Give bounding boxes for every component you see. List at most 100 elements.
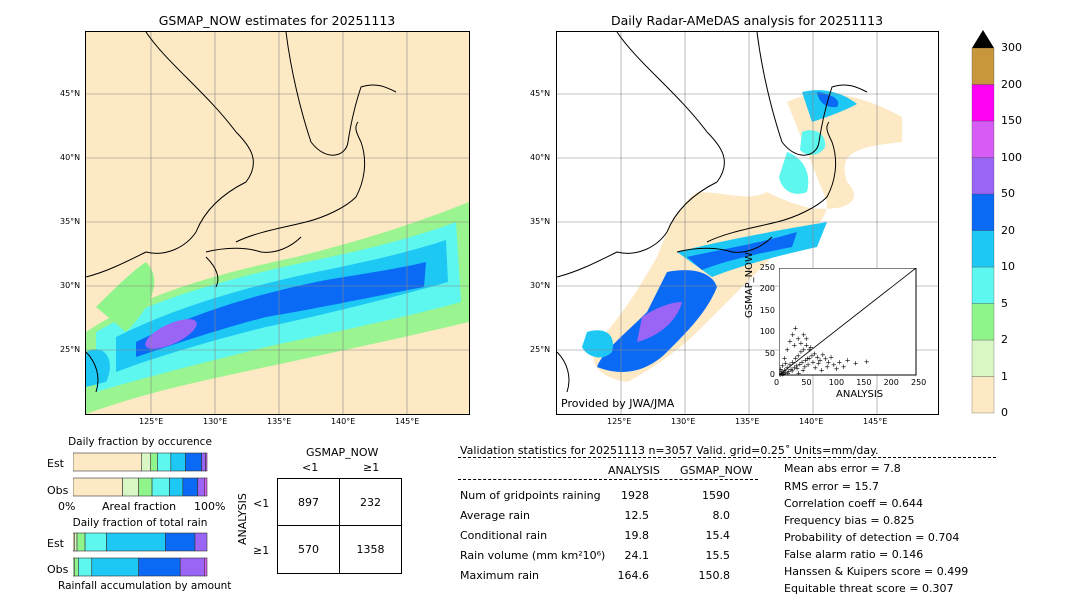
contingency-row-lt1: <1 bbox=[253, 497, 270, 510]
scatter-point: + bbox=[782, 366, 788, 374]
scatter-point: + bbox=[787, 361, 793, 369]
score-hk: Hanssen & Kuipers score = 0.499 bbox=[784, 565, 969, 578]
fraction-segment bbox=[122, 477, 139, 497]
colorbar-label: 2 bbox=[1001, 333, 1008, 346]
fraction-segment bbox=[182, 477, 198, 497]
scatter-point: + bbox=[798, 348, 804, 356]
colorbar-label: 5 bbox=[1001, 296, 1008, 310]
scatter-point: + bbox=[803, 335, 809, 343]
right-lat-label-25: 25°N bbox=[530, 345, 551, 354]
fraction-segment bbox=[204, 557, 208, 577]
scatter-point: + bbox=[831, 361, 837, 369]
colorbar-label: 0 bbox=[1001, 406, 1008, 419]
scatter-xtick: 150 bbox=[856, 378, 872, 387]
scatter-point: + bbox=[780, 371, 786, 379]
scatter-point: + bbox=[785, 369, 791, 377]
scatter-xtick: 100 bbox=[828, 378, 845, 387]
occurence-xlabel-right: 100% bbox=[194, 500, 226, 513]
right-lon-label-125: 125°E bbox=[607, 417, 632, 426]
scatter-point: + bbox=[817, 357, 823, 365]
stat-row-label: Average rain bbox=[460, 509, 530, 522]
fraction-segment bbox=[205, 452, 208, 472]
stat-row-label: Num of gridpoints raining bbox=[460, 489, 601, 502]
scatter-point: + bbox=[864, 358, 870, 366]
fraction-segment bbox=[201, 452, 206, 472]
scatter-point: + bbox=[810, 359, 816, 367]
scatter-point: + bbox=[791, 364, 797, 372]
fraction-segment bbox=[78, 557, 93, 577]
scatter-point: + bbox=[779, 371, 783, 379]
colorbar-label: 300 bbox=[1001, 41, 1022, 54]
left-lat-label-35: 35°N bbox=[60, 217, 81, 226]
left-lat-label-30: 30°N bbox=[60, 281, 81, 290]
right-map-title: Daily Radar-AMeDAS analysis for 20251113 bbox=[610, 13, 884, 28]
scatter-point: + bbox=[784, 346, 790, 354]
scatter-xtick: 250 bbox=[911, 378, 927, 387]
stat-row-label: Maximum rain bbox=[460, 569, 539, 582]
scatter-point: + bbox=[793, 354, 799, 362]
fraction-segment bbox=[197, 477, 205, 497]
scatter-point: + bbox=[825, 359, 831, 367]
colorbar-segment bbox=[971, 266, 995, 304]
fraction-segment bbox=[204, 477, 208, 497]
scatter-point: + bbox=[783, 360, 789, 368]
scatter-xtick: 200 bbox=[883, 378, 899, 387]
scatter-xtick: 0 bbox=[774, 378, 780, 387]
occurence-obs-label: Obs bbox=[47, 484, 69, 497]
scatter-point: + bbox=[801, 331, 807, 339]
scatter-point: + bbox=[828, 354, 834, 362]
colorbar-label: 150 bbox=[1001, 114, 1022, 127]
colorbar-label: 100 bbox=[1001, 150, 1022, 164]
scatter-point: + bbox=[801, 346, 807, 354]
colorbar-segment bbox=[971, 120, 995, 158]
totalrain-obs-label: Obs bbox=[47, 563, 69, 576]
scatter-ytick: 150 bbox=[759, 305, 775, 315]
scatter-points: +++++++++++++++++++++++++++++++ + + + ++++++… bbox=[779, 324, 870, 379]
fraction-segment bbox=[106, 532, 166, 552]
right-map-coastlines bbox=[557, 32, 868, 393]
colorbar-extend-arrow bbox=[972, 30, 994, 48]
totalrain-bars bbox=[73, 532, 208, 577]
right-lon-label-130: 130°E bbox=[671, 417, 696, 426]
occurence-xlabel-left: 0% bbox=[58, 500, 76, 513]
colorbar-label: 10 bbox=[1001, 260, 1015, 273]
scatter-point: + bbox=[845, 357, 851, 365]
scatter-point: + bbox=[806, 346, 812, 354]
colorbar-segment bbox=[971, 84, 995, 122]
scatter-point: + bbox=[780, 370, 786, 378]
colorbar-segment bbox=[971, 303, 995, 341]
score-rmse: RMS error = 15.7 bbox=[784, 480, 879, 493]
contingency-col-lt1: <1 bbox=[302, 461, 319, 474]
scatter-point: + bbox=[797, 360, 803, 368]
score-mae: Mean abs error = 7.8 bbox=[784, 462, 901, 475]
validation-col-analysis: ANALYSIS bbox=[608, 464, 660, 477]
fraction-segment bbox=[151, 477, 170, 497]
scatter-point: + bbox=[812, 350, 818, 358]
right-lat-label-30: 30°N bbox=[530, 281, 551, 290]
scatter-point: + bbox=[802, 357, 808, 365]
validation-divider bbox=[458, 457, 996, 458]
scatter-point: + bbox=[805, 355, 811, 363]
colorbar-segment bbox=[971, 47, 995, 85]
stat-row-label: Rain volume (mm km²10⁶) bbox=[460, 549, 606, 562]
scatter-point: + bbox=[806, 354, 812, 362]
fraction-segment bbox=[84, 532, 107, 552]
stat-row-gsmap: 15.4 bbox=[705, 529, 731, 542]
score-frequency-bias: Frequency bias = 0.825 bbox=[784, 514, 915, 527]
score-pod: Probability of detection = 0.704 bbox=[784, 531, 960, 544]
contingency-row-ge1: ≥1 bbox=[253, 544, 270, 557]
scatter-point: + bbox=[805, 361, 811, 369]
scatter-point: + bbox=[790, 359, 796, 367]
contingency-hline bbox=[278, 525, 401, 526]
contingency-title: GSMAP_NOW bbox=[306, 446, 379, 459]
stat-row-analysis: 19.8 bbox=[624, 529, 650, 542]
occurence-title: Daily fraction by occurence bbox=[68, 436, 212, 448]
scatter-point: + bbox=[788, 366, 794, 374]
contingency-cell-01: 232 bbox=[360, 496, 381, 509]
colorbar bbox=[971, 30, 995, 414]
fraction-segment bbox=[169, 477, 184, 497]
scatter-point: + bbox=[795, 335, 801, 343]
fraction-segment bbox=[194, 532, 208, 552]
scatter-point: + bbox=[794, 362, 800, 370]
scatter-point: + bbox=[820, 351, 826, 359]
